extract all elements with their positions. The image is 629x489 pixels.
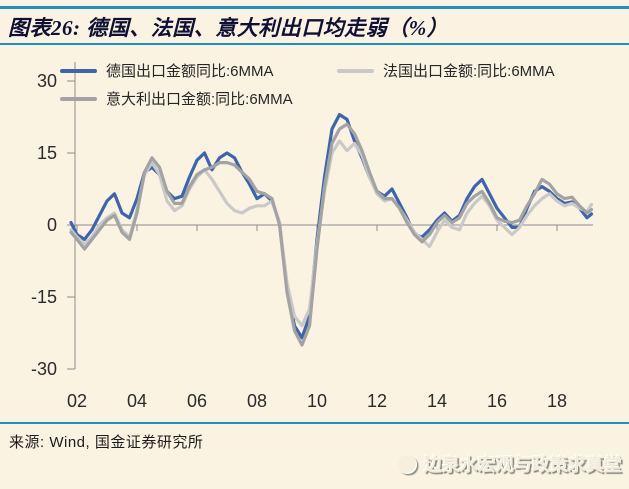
legend-item-germany: 德国出口金额同比:6MMA <box>60 60 274 81</box>
legend-item-italy: 意大利出口金额:同比:6MMA <box>60 88 293 109</box>
svg-text:06: 06 <box>187 391 207 411</box>
watermark-text: 边泉水宏观与政策求真堂 <box>424 455 622 475</box>
svg-text:-15: -15 <box>31 287 57 307</box>
svg-text:16: 16 <box>487 391 507 411</box>
legend-item-france: 法国出口金额:同比:6MMA <box>337 60 555 81</box>
svg-text:02: 02 <box>67 391 87 411</box>
bottom-divider <box>0 422 629 424</box>
svg-text:08: 08 <box>247 391 267 411</box>
legend-label-germany: 德国出口金额同比:6MMA <box>106 63 274 80</box>
italy-line-swatch-icon <box>60 96 97 101</box>
legend-label-italy: 意大利出口金额:同比:6MMA <box>106 91 293 108</box>
svg-text:04: 04 <box>127 391 147 411</box>
legend-label-france: 法国出口金额:同比:6MMA <box>383 63 555 80</box>
svg-text:18: 18 <box>547 391 567 411</box>
svg-text:10: 10 <box>307 391 327 411</box>
svg-text:-30: -30 <box>31 359 57 379</box>
svg-text:14: 14 <box>427 391 447 411</box>
title-divider <box>0 43 629 45</box>
svg-text:0: 0 <box>47 215 57 235</box>
source-note: 来源: Wind, 国金证券研究所 <box>9 434 204 451</box>
watermark: 边泉水宏观与政策求真堂 <box>398 451 622 477</box>
svg-text:12: 12 <box>367 391 387 411</box>
france-line-swatch-icon <box>337 68 374 73</box>
top-divider <box>0 6 629 9</box>
germany-line-swatch-icon <box>60 68 97 73</box>
svg-text:15: 15 <box>37 143 57 163</box>
svg-text:30: 30 <box>37 71 57 91</box>
chart-title: 图表26: 德国、法国、意大利出口均走弱（%） <box>8 16 449 40</box>
watermark-logo-icon <box>398 454 417 474</box>
